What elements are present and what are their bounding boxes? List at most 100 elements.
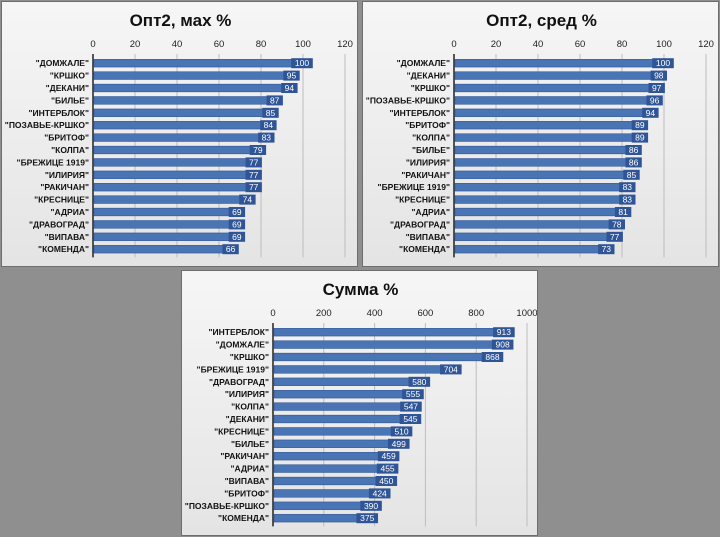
category-label: "ВИПАВА" — [406, 232, 450, 242]
category-label: "БРЕЖИЦЕ 1919" — [17, 157, 89, 167]
data-label-box — [408, 376, 431, 387]
category-label: "АДРИА" — [51, 207, 90, 217]
data-label-box — [491, 339, 514, 350]
chart-svg-sum: Сумма % 0 200 400 600 800 1000 "ИНТЕРБЛОК" 913 "Д… — [185, 280, 537, 527]
data-label-box — [281, 83, 298, 93]
data-label: 94 — [646, 108, 656, 118]
category-label: "ДЕКАНИ" — [407, 71, 450, 81]
data-label-box — [377, 451, 400, 462]
data-label-box — [642, 107, 659, 118]
data-label-box — [493, 327, 515, 338]
data-label-box — [625, 157, 642, 168]
data-label-box — [631, 132, 649, 143]
data-label-box — [399, 414, 422, 424]
data-label: 95 — [287, 71, 297, 81]
data-label: 455 — [380, 464, 394, 474]
data-label-box — [266, 95, 283, 106]
category-label: "КОМЕНДА" — [218, 513, 269, 523]
data-label: 375 — [360, 513, 374, 523]
category-label: "ДОМЖАЛЕ" — [216, 340, 269, 350]
category-label: "ДЕКАНИ" — [46, 83, 89, 93]
data-label: 704 — [444, 364, 458, 374]
category-label: "ВИПАВА" — [45, 232, 89, 242]
data-label: 69 — [232, 232, 242, 242]
data-label: 66 — [226, 244, 236, 254]
bar — [454, 245, 608, 254]
bar — [454, 96, 656, 105]
bar — [93, 108, 272, 117]
bar — [454, 71, 661, 80]
data-label-box — [375, 476, 398, 486]
bar — [273, 439, 401, 448]
bar — [454, 83, 658, 93]
data-label-box — [356, 513, 379, 524]
data-label-box — [390, 426, 413, 437]
bar — [93, 183, 255, 192]
x-tick-label: 60 — [575, 39, 586, 50]
data-label: 77 — [249, 182, 259, 192]
bar — [273, 390, 415, 399]
chart-svg-avg: Опт2, сред % 0 20 40 60 80 100 120 "ДОМЖАЛЕ" 100 "… — [366, 11, 714, 258]
data-label-box — [222, 244, 239, 255]
data-label: 555 — [406, 389, 420, 399]
bar — [93, 245, 232, 254]
data-label: 77 — [610, 232, 620, 242]
data-label: 913 — [497, 327, 511, 337]
data-label: 77 — [249, 170, 259, 180]
data-label-box — [619, 182, 636, 193]
category-label: "БРИТОФ" — [224, 488, 269, 498]
x-tick-label: 80 — [617, 39, 628, 50]
data-label: 580 — [412, 377, 426, 387]
bar — [93, 83, 291, 93]
bar — [93, 220, 239, 229]
data-label: 81 — [618, 207, 628, 217]
category-label: "ПОЗАВЬЕ-КРШКО" — [5, 120, 89, 130]
bar — [454, 59, 665, 68]
bar — [454, 121, 642, 130]
bar — [273, 452, 390, 461]
category-label: "БИЛЬЕ" — [51, 95, 89, 105]
bar — [454, 207, 625, 217]
data-label: 85 — [627, 170, 637, 180]
category-label: "ДОМЖАЛЕ" — [36, 58, 89, 68]
chart-title: Сумма % — [323, 280, 399, 299]
bar — [273, 489, 381, 498]
bar — [454, 220, 619, 229]
bar — [273, 377, 421, 386]
data-label-box — [239, 194, 256, 205]
category-label: "ВИПАВА" — [225, 476, 269, 486]
data-label: 69 — [232, 219, 242, 229]
bar — [454, 158, 635, 167]
bar — [93, 71, 293, 80]
bar — [273, 427, 403, 436]
x-tick-label: 40 — [533, 39, 544, 50]
bar — [454, 145, 635, 155]
bar — [93, 195, 249, 204]
bar — [273, 402, 413, 411]
bar — [93, 207, 239, 217]
category-label: "ИНТЕРБЛОК" — [28, 108, 89, 118]
bar — [273, 328, 506, 337]
data-label-box — [623, 169, 640, 180]
x-tick-label: 120 — [337, 39, 353, 50]
bar — [273, 501, 373, 510]
chart-panel-avg: Опт2, сред % 0 20 40 60 80 100 120 "ДОМЖАЛЕ" 100 "… — [362, 1, 719, 267]
category-label: "ДЕКАНИ" — [226, 414, 269, 424]
category-label: "БИЛЬЕ" — [412, 145, 450, 155]
data-label-box — [245, 157, 262, 168]
data-label-box — [650, 70, 667, 81]
chart-svg-max: Опт2, мах % 0 20 40 60 80 100 120 "ДОМЖАЛЕ" 100 "К… — [5, 11, 353, 258]
x-tick-label: 20 — [130, 39, 141, 50]
bar — [454, 232, 616, 241]
data-label: 100 — [295, 58, 309, 68]
data-label-box — [245, 169, 262, 180]
bar — [273, 340, 504, 349]
data-label: 547 — [404, 402, 418, 412]
data-label-box — [258, 132, 275, 143]
x-tick-label: 100 — [656, 39, 672, 50]
bar — [93, 145, 260, 155]
data-label-box — [646, 95, 663, 106]
data-label-box — [598, 244, 615, 255]
data-label: 510 — [394, 426, 408, 436]
data-label: 84 — [264, 120, 274, 130]
